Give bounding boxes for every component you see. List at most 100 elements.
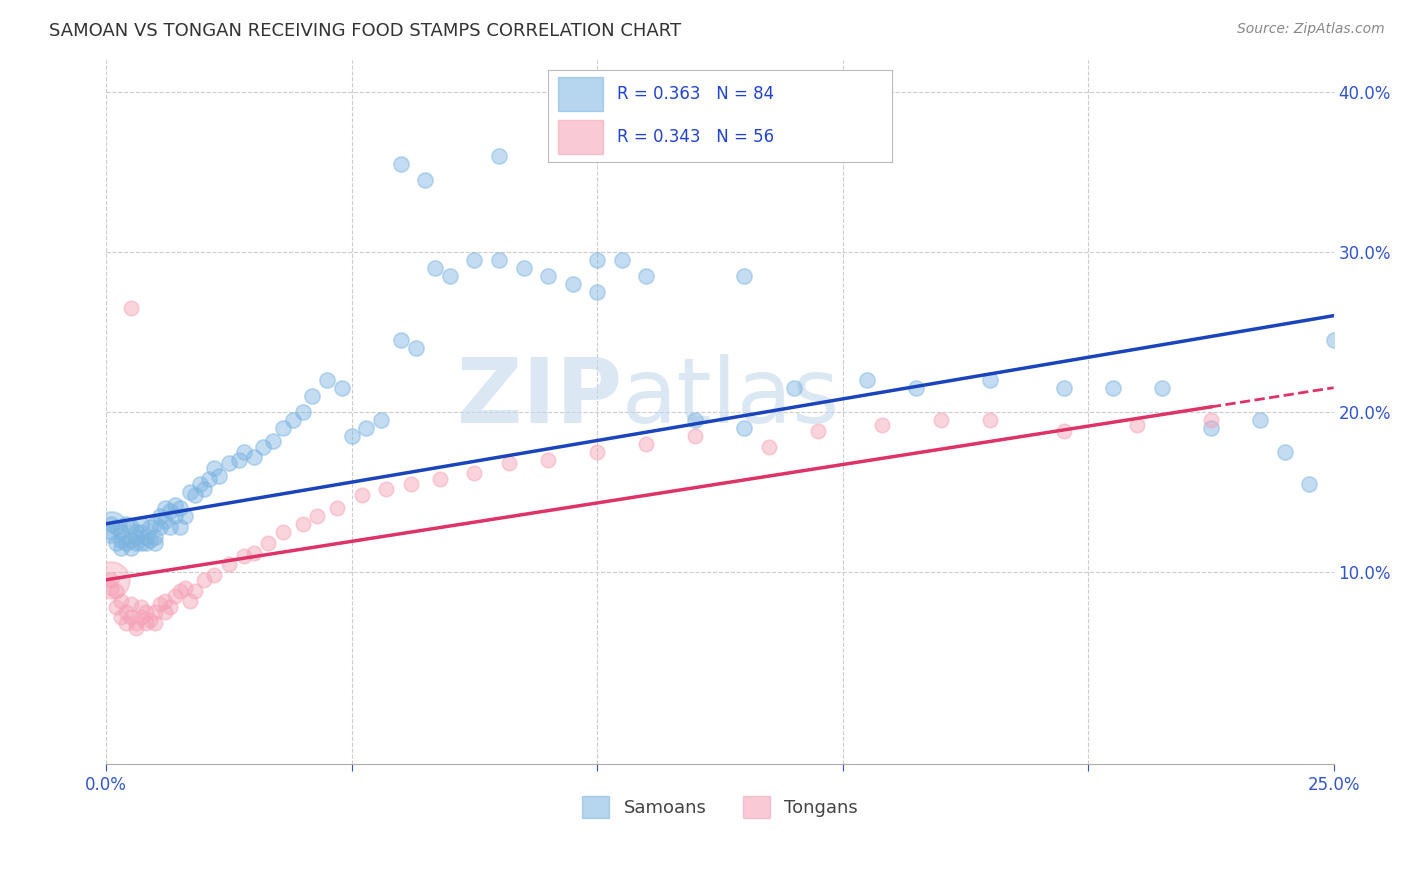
Point: [125, 530, 148, 544]
Point: [389, 156, 412, 170]
Point: [153, 605, 176, 619]
Point: [115, 516, 138, 531]
Point: [979, 373, 1001, 387]
Point: [1274, 444, 1296, 458]
Point: [120, 301, 142, 315]
Point: [105, 599, 128, 614]
Point: [685, 413, 707, 427]
Point: [734, 421, 756, 435]
Point: [610, 252, 633, 267]
Point: [159, 520, 181, 534]
Point: [301, 389, 323, 403]
Point: [370, 413, 392, 427]
Point: [1101, 381, 1123, 395]
Point: [415, 172, 437, 186]
Point: [120, 520, 142, 534]
Point: [389, 333, 412, 347]
Point: [159, 599, 181, 614]
Point: [316, 373, 339, 387]
Point: [105, 584, 128, 599]
Point: [218, 557, 240, 571]
Point: [153, 593, 176, 607]
Point: [129, 599, 152, 614]
Point: [115, 615, 138, 630]
Point: [139, 613, 162, 627]
Point: [134, 615, 156, 630]
Point: [110, 533, 132, 547]
Point: [271, 421, 294, 435]
Point: [586, 252, 609, 267]
Point: [143, 605, 166, 619]
Point: [1249, 413, 1271, 427]
Point: [1052, 381, 1074, 395]
Point: [202, 568, 225, 582]
Point: [856, 373, 879, 387]
Point: [110, 541, 132, 555]
Point: [870, 417, 893, 432]
Point: [125, 536, 148, 550]
Point: [439, 268, 461, 283]
Point: [169, 520, 191, 534]
Point: [463, 252, 485, 267]
Point: [281, 413, 304, 427]
Point: [232, 444, 254, 458]
Point: [271, 524, 294, 539]
Point: [807, 424, 830, 438]
Point: [1323, 333, 1346, 347]
Text: ZIP: ZIP: [457, 353, 621, 442]
Point: [149, 508, 172, 523]
Point: [218, 456, 240, 470]
Point: [929, 413, 952, 427]
Point: [173, 508, 195, 523]
Point: [163, 498, 186, 512]
Point: [193, 573, 215, 587]
Point: [228, 452, 250, 467]
Point: [232, 549, 254, 563]
Point: [169, 500, 191, 515]
Point: [100, 573, 122, 587]
Point: [537, 268, 560, 283]
Point: [979, 413, 1001, 427]
Point: [120, 541, 142, 555]
Point: [110, 524, 132, 539]
Point: [125, 615, 148, 630]
Point: [425, 260, 447, 275]
Point: [262, 434, 284, 448]
Point: [405, 341, 427, 355]
Point: [586, 444, 609, 458]
Point: [356, 421, 378, 435]
Point: [100, 520, 122, 534]
Point: [115, 536, 138, 550]
Point: [488, 252, 510, 267]
Point: [375, 482, 398, 496]
Point: [498, 456, 520, 470]
Point: [242, 450, 264, 464]
Point: [110, 593, 132, 607]
Point: [307, 508, 329, 523]
Point: [110, 609, 132, 624]
Point: [163, 589, 186, 603]
Point: [125, 524, 148, 539]
Point: [340, 428, 363, 442]
Point: [586, 285, 609, 299]
Point: [149, 520, 172, 534]
Point: [169, 584, 191, 599]
Point: [463, 466, 485, 480]
Point: [1199, 421, 1222, 435]
Point: [758, 440, 780, 454]
Point: [429, 472, 451, 486]
Point: [242, 545, 264, 559]
Point: [330, 381, 353, 395]
Point: [636, 268, 658, 283]
Point: [252, 440, 274, 454]
Point: [173, 581, 195, 595]
Point: [115, 605, 138, 619]
Point: [125, 621, 148, 635]
Point: [139, 520, 162, 534]
Point: [134, 530, 156, 544]
Point: [105, 520, 128, 534]
Point: [1150, 381, 1173, 395]
Point: [129, 609, 152, 624]
Point: [153, 500, 176, 515]
Point: [149, 597, 172, 611]
